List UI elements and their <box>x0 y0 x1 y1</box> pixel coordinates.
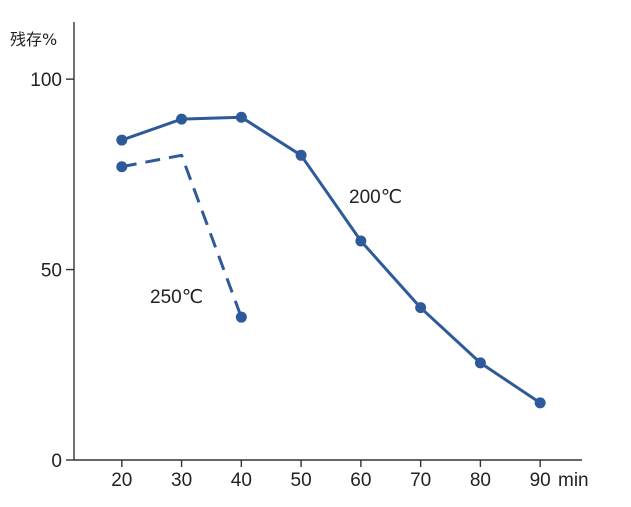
y-tick-label: 100 <box>30 70 62 91</box>
x-tick-label: 50 <box>291 470 312 491</box>
data-point <box>415 302 427 314</box>
y-tick-label: 0 <box>51 451 62 472</box>
data-point <box>474 357 486 369</box>
data-point <box>116 134 128 146</box>
x-ticks: 20 30 40 50 60 70 80 90 <box>111 460 551 491</box>
data-point <box>116 161 128 173</box>
y-tick-label: 50 <box>41 261 62 282</box>
data-point <box>355 235 367 247</box>
x-tick-label: 60 <box>350 470 371 491</box>
data-point <box>534 397 546 409</box>
series-layer <box>116 111 546 409</box>
x-tick-label: 80 <box>470 470 491 491</box>
x-tick-label: 30 <box>171 470 192 491</box>
x-tick-label: 90 <box>530 470 551 491</box>
data-point <box>235 111 247 123</box>
y-ticks: 0 50 100 <box>30 70 74 472</box>
series-line-0 <box>121 115 542 405</box>
x-tick-label: 40 <box>231 470 252 491</box>
x-axis-unit-label: min <box>558 470 589 491</box>
series-label-200: 200℃ <box>349 187 402 208</box>
y-axis-title: 残存% <box>10 30 57 49</box>
series-line-1 <box>121 153 243 318</box>
series-label-250: 250℃ <box>150 287 203 308</box>
data-point <box>176 113 188 125</box>
data-point <box>235 311 247 323</box>
x-tick-label: 20 <box>111 470 132 491</box>
data-point <box>295 149 307 161</box>
x-tick-label: 70 <box>410 470 431 491</box>
